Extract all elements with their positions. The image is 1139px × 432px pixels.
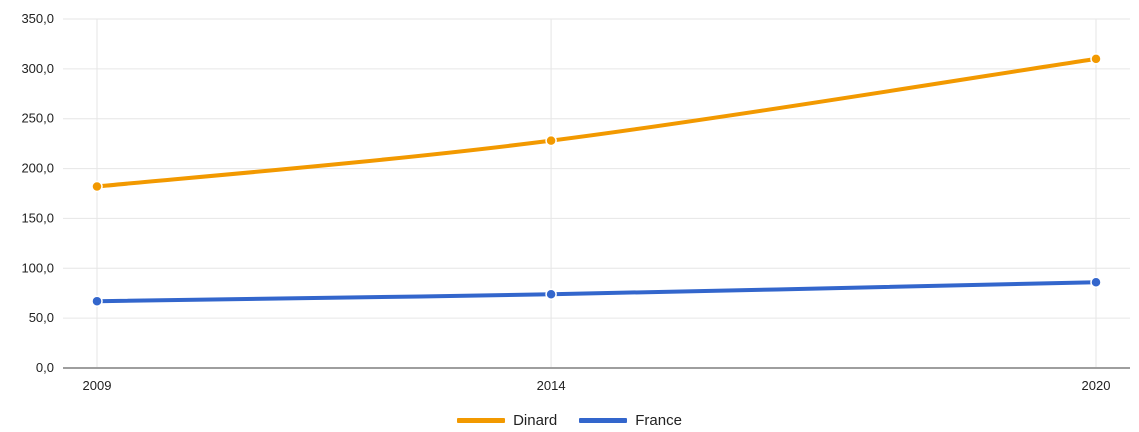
legend-item-france[interactable]: France [579,412,682,429]
legend-swatch-france [579,417,628,423]
legend-swatch-dinard [457,417,506,423]
y-tick-label: 50,0 [29,310,54,325]
legend: Dinard France [0,408,1139,432]
series-line-france [95,280,1098,304]
data-point-france [91,295,103,307]
data-point-dinard [91,180,103,193]
y-tick-label: 300,0 [21,61,54,76]
grid-lines [63,18,1130,368]
y-tick-label: 150,0 [21,210,54,225]
legend-label-dinard: Dinard [513,411,558,429]
y-tick-label: 350,0 [21,11,54,26]
x-tick-label: 2020 [1082,378,1111,393]
series-line-dinard [95,56,1098,189]
y-tick-label: 100,0 [21,260,54,275]
x-tick-label: 2014 [537,378,566,393]
y-tick-label: 250,0 [21,111,54,126]
series-layer [91,53,1102,307]
y-axis: 0,0 50,0 100,0 150,0 200,0 250,0 300,0 350,0 [21,11,54,375]
data-point-france [1090,276,1102,288]
y-tick-label: 200,0 [21,161,54,176]
legend-label-france: France [635,411,682,429]
x-axis: 2009 2014 2020 [63,367,1130,393]
data-point-france [545,288,557,300]
x-tick-label: 2009 [83,378,112,393]
data-point-dinard [545,134,557,147]
y-tick-label: 0,0 [36,360,54,375]
data-point-dinard [1090,53,1102,65]
legend-item-dinard[interactable]: Dinard [457,412,557,429]
line-chart: 0,0 50,0 100,0 150,0 200,0 250,0 300,0 350,0 20… [21,11,1130,393]
